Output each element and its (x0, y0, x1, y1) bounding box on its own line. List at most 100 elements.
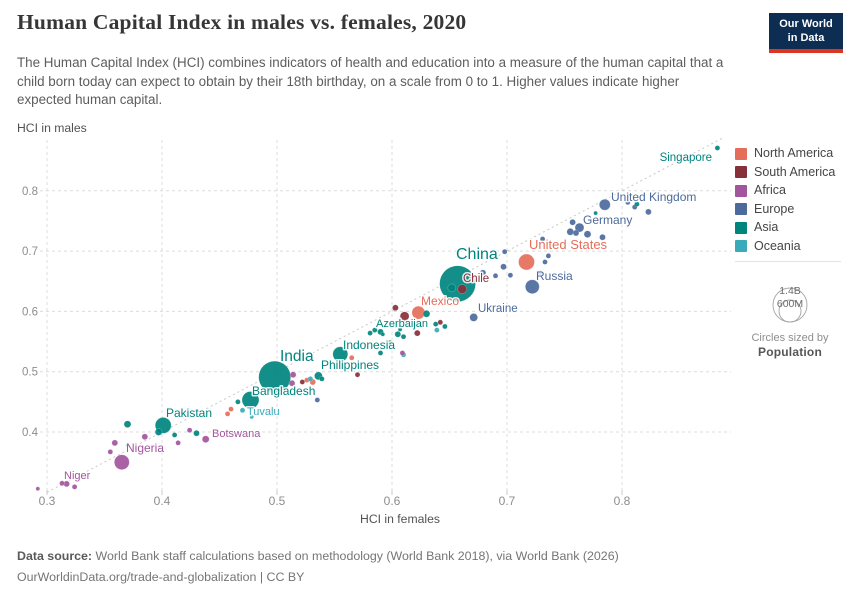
country-label-indonesia[interactable]: Indonesia (342, 337, 397, 354)
country-label-ukraine[interactable]: Ukraine (477, 302, 520, 317)
data-point[interactable] (228, 406, 234, 412)
data-point[interactable] (299, 379, 305, 385)
owid-url-link[interactable]: OurWorldinData.org/trade-and-globalizati… (17, 569, 257, 584)
point-nigeria[interactable] (114, 454, 130, 470)
point-united-states[interactable] (518, 253, 535, 271)
data-point[interactable] (433, 321, 439, 327)
data-point[interactable] (593, 210, 598, 216)
data-point[interactable] (542, 259, 548, 265)
data-point[interactable] (314, 397, 320, 403)
country-label-russia[interactable]: Russia (535, 268, 575, 285)
data-point[interactable] (59, 480, 65, 486)
data-point[interactable] (377, 350, 384, 356)
data-point[interactable] (186, 427, 193, 433)
data-point[interactable] (175, 440, 181, 446)
data-point[interactable] (235, 399, 241, 405)
data-point[interactable] (437, 319, 443, 325)
point-azerbaijan[interactable] (422, 310, 431, 318)
data-point[interactable] (599, 233, 606, 241)
country-label-philippines[interactable]: Philippines (320, 357, 381, 374)
country-label-niger[interactable]: Niger (63, 469, 93, 484)
data-point[interactable] (319, 376, 325, 382)
data-point[interactable] (380, 332, 385, 337)
owid-logo[interactable]: Our World in Data (769, 13, 843, 53)
data-point[interactable] (289, 371, 297, 378)
data-point[interactable] (224, 411, 231, 417)
point-india[interactable] (258, 360, 291, 394)
data-point[interactable] (539, 236, 546, 242)
country-label-mexico[interactable]: Mexico (420, 293, 461, 310)
point-ukraine[interactable] (469, 313, 478, 322)
point-singapore[interactable] (714, 145, 721, 151)
data-point[interactable] (125, 443, 130, 448)
legend-item-africa[interactable]: Africa (735, 184, 847, 197)
legend-item-south-america[interactable]: South America (735, 165, 847, 179)
data-point[interactable] (193, 430, 200, 437)
data-point[interactable] (645, 208, 652, 216)
data-point[interactable] (500, 263, 507, 270)
data-point[interactable] (545, 253, 552, 259)
data-point[interactable] (288, 380, 296, 387)
legend-item-oceania[interactable]: Oceania (735, 239, 847, 253)
country-label-india[interactable]: India (279, 347, 316, 367)
data-point[interactable] (400, 334, 407, 340)
data-point[interactable] (442, 323, 448, 330)
data-point[interactable] (397, 327, 403, 332)
legend-item-europe[interactable]: Europe (735, 202, 847, 216)
data-point[interactable] (502, 248, 508, 255)
data-point[interactable] (569, 218, 576, 226)
data-point[interactable] (35, 486, 40, 491)
data-point[interactable] (434, 327, 440, 333)
data-point[interactable] (634, 201, 640, 207)
data-point[interactable] (392, 304, 399, 311)
data-point[interactable] (572, 229, 580, 237)
data-point[interactable] (354, 372, 361, 378)
legend-item-north-america[interactable]: North America (735, 147, 847, 160)
data-point[interactable] (141, 433, 149, 440)
point-tuvalu[interactable] (239, 407, 246, 413)
data-point[interactable] (392, 322, 399, 328)
country-label-azerbaijan[interactable]: Azerbaijan (375, 317, 430, 332)
data-point[interactable] (492, 273, 499, 279)
data-point[interactable] (249, 414, 254, 420)
country-label-nigeria[interactable]: Nigeria (125, 440, 166, 457)
data-point[interactable] (507, 272, 514, 278)
country-label-united-states[interactable]: United States (528, 236, 610, 254)
point-chile[interactable] (457, 284, 467, 294)
data-point[interactable] (399, 350, 406, 356)
point-germany[interactable] (574, 222, 585, 233)
point-indonesia[interactable] (332, 346, 348, 362)
country-label-singapore[interactable]: Singapore (658, 151, 713, 166)
country-label-tuvalu[interactable]: Tuvalu (246, 405, 282, 420)
data-point[interactable] (349, 355, 355, 361)
country-label-germany[interactable]: Germany (582, 212, 634, 229)
data-point[interactable] (447, 283, 456, 293)
data-point[interactable] (372, 327, 378, 333)
data-point[interactable] (387, 340, 393, 346)
data-point[interactable] (566, 228, 574, 236)
data-point[interactable] (583, 230, 592, 238)
legend-item-asia[interactable]: Asia (735, 221, 847, 234)
data-point[interactable] (154, 428, 163, 436)
data-point[interactable] (394, 331, 401, 338)
country-label-pakistan[interactable]: Pakistan (165, 405, 214, 422)
country-label-chile[interactable]: Chile (462, 272, 491, 287)
point-united-kingdom[interactable] (599, 198, 611, 211)
country-label-botswana[interactable]: Botswana (211, 427, 263, 442)
country-label-bangladesh[interactable]: Bangladesh (251, 383, 317, 400)
data-point[interactable] (414, 329, 421, 337)
point-bangladesh[interactable] (241, 391, 260, 409)
data-point[interactable] (479, 269, 487, 276)
data-point[interactable] (171, 432, 178, 438)
data-point[interactable] (367, 330, 373, 336)
point-botswana[interactable] (201, 435, 210, 443)
data-point[interactable] (123, 420, 132, 428)
data-point[interactable] (625, 199, 631, 206)
data-point[interactable] (107, 449, 114, 455)
data-point[interactable] (399, 311, 410, 321)
point-china[interactable] (439, 265, 476, 302)
data-point[interactable] (111, 439, 119, 447)
data-point[interactable] (307, 376, 314, 382)
data-point[interactable] (537, 270, 543, 276)
point-russia[interactable] (525, 279, 540, 294)
